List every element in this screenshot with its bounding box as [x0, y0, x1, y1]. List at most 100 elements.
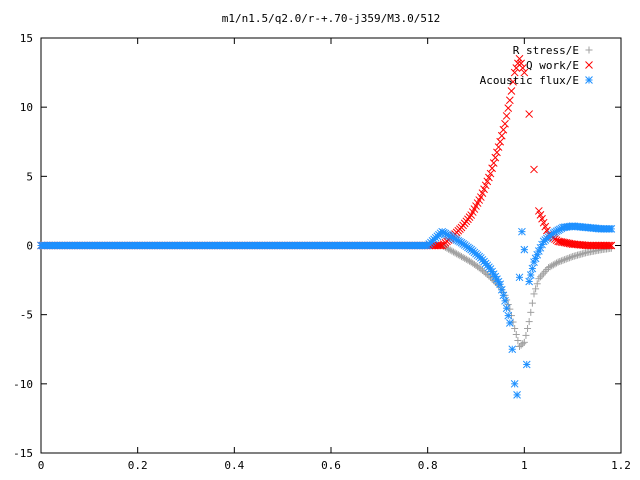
data-point	[564, 254, 572, 262]
data-point	[497, 285, 506, 294]
data-point	[504, 311, 513, 320]
data-point	[535, 275, 543, 283]
data-point	[538, 271, 546, 279]
data-point	[607, 225, 616, 233]
legend-marker	[585, 76, 593, 84]
legend: R stress/E Q work/E Acoustic flux/E	[480, 44, 593, 87]
x-tick-label: 0.2	[128, 459, 148, 472]
data-point	[541, 222, 550, 231]
data-point	[563, 239, 572, 248]
data-point	[525, 318, 533, 326]
data-point	[520, 338, 528, 346]
data-point	[540, 269, 548, 277]
x-tick-label: 0.6	[321, 459, 341, 472]
data-point	[555, 237, 564, 246]
data-point	[530, 290, 538, 298]
data-point	[530, 165, 538, 174]
y-tick-label: -10	[13, 378, 33, 391]
series-0	[37, 242, 615, 350]
data-point	[499, 125, 508, 134]
data-point	[559, 256, 567, 264]
data-point	[518, 64, 527, 72]
data-point	[502, 304, 511, 313]
data-point	[497, 131, 506, 140]
data-point	[536, 210, 545, 219]
data-point	[554, 258, 562, 266]
data-point	[562, 255, 570, 263]
data-point	[527, 308, 535, 316]
data-point	[510, 379, 519, 388]
data-point	[485, 173, 493, 182]
data-point	[519, 340, 527, 348]
y-axis: -15 -10 -5 0 5 10 15	[13, 32, 621, 460]
data-point	[525, 277, 534, 286]
data-point	[514, 336, 522, 344]
data-point	[557, 238, 566, 246]
series-2	[37, 222, 616, 399]
data-point	[496, 137, 505, 146]
data-point	[522, 360, 531, 369]
y-tick-label: -5	[20, 309, 33, 322]
legend-label: Acoustic flux/E	[480, 74, 579, 87]
data-point	[501, 119, 509, 128]
data-point	[607, 241, 616, 250]
y-tick-label: 15	[20, 32, 33, 45]
data-point	[559, 238, 567, 247]
legend-label: R stress/E	[513, 44, 579, 57]
series-layer	[37, 54, 616, 399]
legend-marker	[585, 46, 593, 54]
data-point	[561, 256, 569, 264]
data-point	[525, 110, 534, 118]
data-point	[504, 104, 513, 112]
data-point	[526, 271, 535, 279]
data-point	[554, 237, 563, 246]
data-point	[505, 96, 514, 105]
data-point	[543, 226, 551, 235]
data-point	[533, 280, 541, 288]
y-tick-label: 0	[26, 240, 33, 253]
data-point	[532, 285, 540, 293]
data-point	[488, 164, 496, 173]
data-point	[494, 143, 503, 151]
y-tick-label: 10	[20, 101, 33, 114]
data-point	[476, 193, 485, 201]
y-tick-label: -15	[13, 447, 33, 460]
data-point	[565, 254, 573, 262]
data-point	[557, 257, 565, 265]
data-point	[496, 280, 505, 289]
x-tick-label: 1.2	[611, 459, 631, 472]
y-tick-label: 5	[26, 170, 33, 183]
data-point	[515, 273, 524, 282]
x-tick-label: 0.8	[418, 459, 438, 472]
data-point	[502, 112, 511, 120]
data-point	[480, 185, 488, 194]
x-tick-label: 0	[38, 459, 45, 472]
data-point	[499, 291, 508, 300]
data-point	[541, 267, 549, 275]
data-point	[491, 153, 500, 162]
data-point	[520, 245, 529, 254]
data-point	[520, 68, 529, 77]
data-point	[528, 264, 537, 273]
data-point	[536, 273, 544, 281]
data-point	[512, 330, 520, 338]
data-point	[481, 181, 490, 190]
data-point	[562, 239, 571, 247]
x-tick-label: 0.4	[224, 459, 244, 472]
data-point	[538, 240, 546, 249]
data-point	[522, 331, 530, 339]
data-point	[493, 148, 501, 157]
data-point	[538, 214, 546, 223]
data-point	[483, 177, 492, 186]
data-point	[486, 169, 495, 178]
x-tick-label: 1	[521, 459, 528, 472]
data-point	[513, 391, 521, 399]
data-point	[508, 345, 517, 354]
chart-title: m1/n1.5/q2.0/r-+.70-j359/M3.0/512	[222, 12, 441, 25]
data-point	[553, 259, 561, 267]
data-point	[539, 218, 548, 227]
data-point	[518, 227, 526, 236]
data-point	[507, 87, 516, 95]
data-point	[534, 207, 543, 215]
